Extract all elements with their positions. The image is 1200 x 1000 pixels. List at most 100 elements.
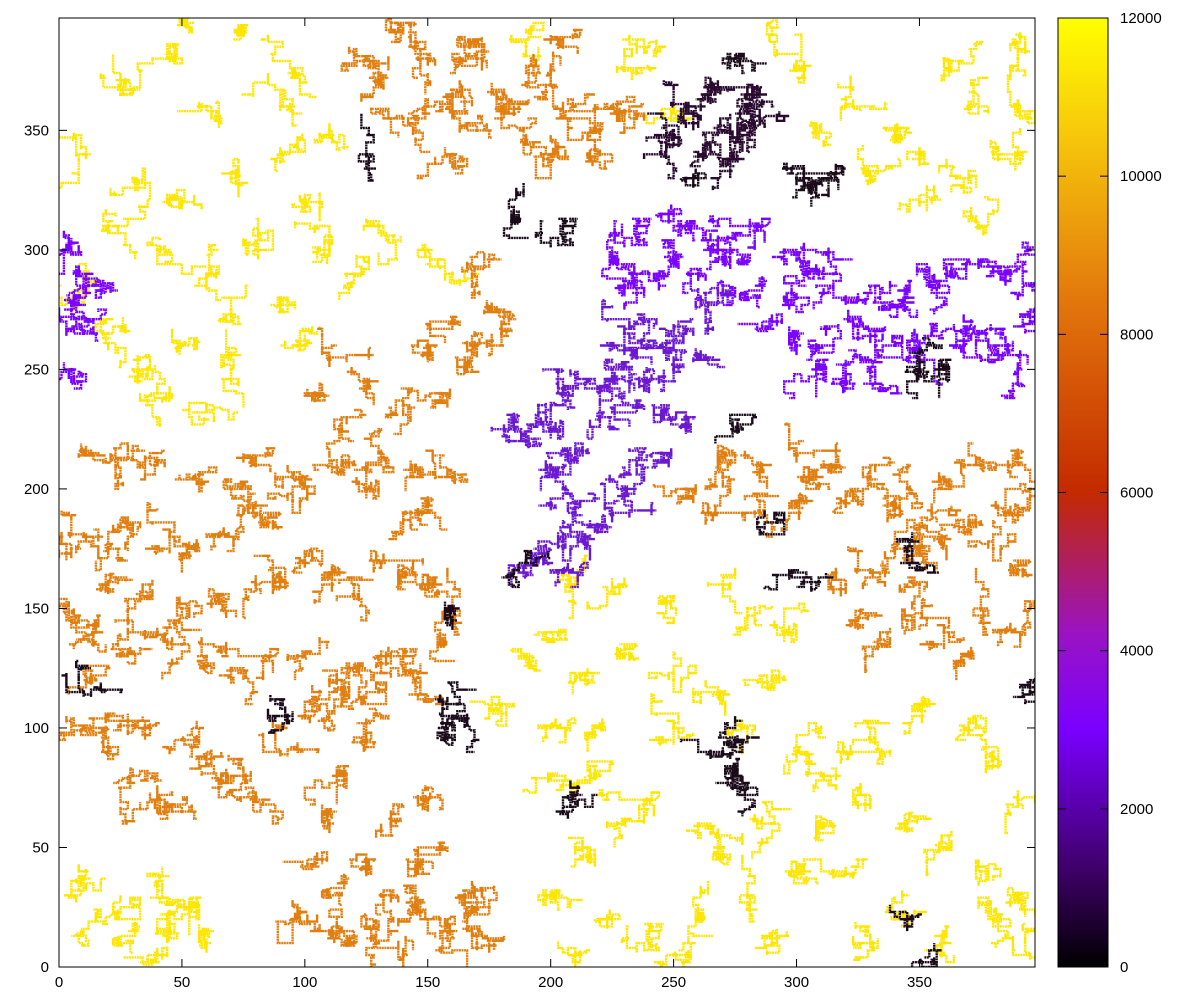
cluster-branch <box>59 716 85 742</box>
cluster-branch <box>470 927 504 951</box>
cluster-branch <box>843 371 856 390</box>
cluster-branch <box>917 359 930 378</box>
cluster-branch <box>1004 622 1022 648</box>
cluster-branch <box>609 95 636 115</box>
cluster-branch <box>199 761 216 776</box>
cluster-point <box>205 403 208 407</box>
cluster-branch <box>59 237 79 275</box>
cluster-branch <box>146 386 174 403</box>
cluster-branch <box>351 477 374 499</box>
cluster-branch <box>1009 38 1026 59</box>
cluster-branch <box>754 928 779 950</box>
cluster-branch <box>63 877 91 903</box>
cluster-point <box>659 451 663 455</box>
cluster-branch <box>733 218 760 238</box>
cluster-branch <box>910 584 921 611</box>
y-tick-label: 250 <box>24 361 49 378</box>
cluster-branch <box>639 367 656 394</box>
cluster-point <box>455 702 459 706</box>
cluster-point <box>819 128 823 132</box>
cluster-point <box>561 487 565 491</box>
cluster-branch <box>191 405 216 422</box>
cluster-point <box>905 296 909 300</box>
cluster-branch <box>231 667 259 706</box>
cluster-branch <box>523 549 533 561</box>
cluster-branch <box>561 105 592 142</box>
cluster-branch <box>548 135 566 156</box>
cluster-branch <box>258 732 281 754</box>
cluster-point <box>831 171 835 175</box>
cluster-branch <box>704 511 718 525</box>
cluster-branch <box>733 55 767 72</box>
cluster-point <box>475 344 479 347</box>
cluster-branch <box>280 340 313 350</box>
cluster-branch <box>823 251 854 275</box>
cluster-branch <box>942 461 967 488</box>
cluster-branch <box>719 447 738 464</box>
cluster-branch <box>340 667 364 684</box>
cluster-branch <box>587 763 611 781</box>
cluster-point <box>82 690 86 694</box>
cluster-branch <box>490 413 520 432</box>
cluster-branch <box>760 313 783 329</box>
cluster-branch <box>435 694 458 710</box>
cluster-branch <box>403 509 429 519</box>
plot-frame <box>58 17 1036 968</box>
cluster-branch <box>606 817 627 831</box>
cluster-branch <box>656 595 675 624</box>
cluster-branch <box>549 569 567 587</box>
cluster-point <box>315 857 319 861</box>
cluster-branch <box>854 466 872 506</box>
cluster-branch <box>75 266 88 287</box>
cluster-point <box>180 344 184 347</box>
cluster-point <box>303 475 307 479</box>
cluster-branch <box>229 488 256 503</box>
cluster-branch <box>146 946 169 963</box>
cluster-branch <box>363 730 377 749</box>
cluster-point <box>266 654 270 658</box>
cluster-branch <box>111 935 123 947</box>
cluster-point <box>205 762 208 766</box>
cluster-branch <box>410 339 429 358</box>
cluster-point <box>283 714 287 718</box>
colorbar-tick-label: 8000 <box>1120 326 1153 343</box>
cluster-branch <box>952 655 969 670</box>
cluster-branch <box>1012 559 1032 573</box>
cluster-point <box>82 152 86 156</box>
cluster-branch <box>484 695 503 720</box>
cluster-branch <box>684 222 718 240</box>
cluster-branch <box>86 631 107 653</box>
cluster-point <box>168 929 172 933</box>
cluster-branch <box>784 248 812 287</box>
cluster-point <box>229 308 233 312</box>
cluster-point <box>647 272 651 276</box>
cluster-branch <box>572 949 590 967</box>
cluster-branch <box>671 349 688 370</box>
cluster-branch <box>293 221 331 257</box>
cluster-branch <box>574 442 590 456</box>
cluster-branch <box>229 169 249 198</box>
cluster-branch <box>704 680 731 703</box>
cluster-branch <box>221 369 245 408</box>
cluster-branch <box>877 300 915 311</box>
cluster-branch <box>523 405 540 433</box>
cluster-branch <box>177 101 207 113</box>
cluster-point <box>217 786 221 790</box>
cluster-branch <box>807 339 835 354</box>
cluster-point <box>241 511 245 515</box>
cluster-branch <box>638 316 658 329</box>
cluster-branch <box>906 357 943 387</box>
cluster-branch <box>904 913 922 932</box>
cluster-branch <box>726 52 748 66</box>
cluster-branch <box>679 738 723 754</box>
cluster-branch <box>419 583 450 598</box>
cluster-branch <box>653 953 674 967</box>
cluster-point <box>340 702 344 706</box>
cluster-branch <box>812 272 842 310</box>
cluster-branch <box>227 754 245 776</box>
cluster-branch <box>874 333 904 359</box>
cluster-branch <box>360 113 375 155</box>
cluster-branch <box>107 518 138 554</box>
cluster-branch <box>765 21 777 42</box>
cluster-point <box>790 571 794 575</box>
